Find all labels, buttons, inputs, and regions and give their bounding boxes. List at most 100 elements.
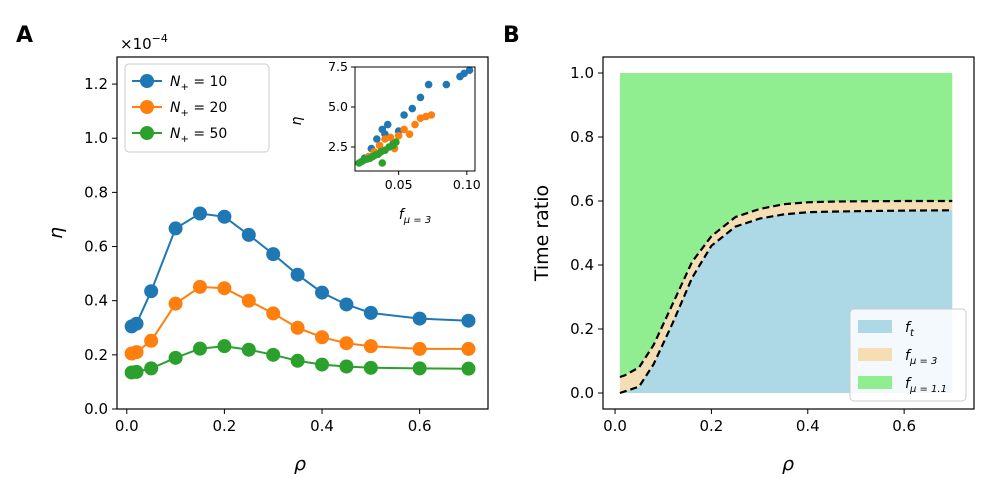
data-point <box>129 364 144 379</box>
data-point <box>168 296 183 311</box>
legend-label-main: f <box>905 376 912 392</box>
inset-frame <box>354 66 476 172</box>
legend-label-rest: = 20 <box>189 100 227 116</box>
panel-label-b: B <box>503 23 520 48</box>
inset-point <box>411 120 419 129</box>
inset-point <box>442 80 451 89</box>
inset-point <box>416 93 425 102</box>
chart-a-plot-area <box>124 206 476 380</box>
data-point <box>129 316 144 331</box>
legend-label: N+ = 50 <box>170 126 227 145</box>
y-tick-label: 0.6 <box>570 192 594 210</box>
inset-point <box>386 133 395 142</box>
x-tick-label: 0.4 <box>310 417 334 435</box>
chart-b-ylabel: Time ratio <box>531 185 553 282</box>
data-point <box>461 341 476 356</box>
legend-label: fμ = 1.1 <box>905 376 947 395</box>
y-tick-label: 0.2 <box>84 346 108 364</box>
x-tick-label: 0.0 <box>115 417 139 435</box>
legend-label-main: N <box>170 126 181 142</box>
data-point <box>290 353 305 368</box>
data-point <box>290 320 305 335</box>
y-tick-label: 1.0 <box>84 129 108 147</box>
legend-marker <box>140 100 154 114</box>
legend-swatch <box>858 320 892 333</box>
legend-marker <box>140 126 154 140</box>
y-tick-label: 0.4 <box>570 256 594 274</box>
legend-label: ft <box>905 320 915 339</box>
data-point <box>241 342 256 357</box>
data-point <box>144 284 159 299</box>
data-point <box>241 227 256 242</box>
inset-y-ticks: 2.5 5.0 7.5 <box>328 59 355 154</box>
inset-point <box>427 111 436 119</box>
inset-point <box>400 111 408 119</box>
area-f-mu-1-1 <box>619 73 953 377</box>
inset-point <box>400 125 408 134</box>
inset-x-tick-label: 0.05 <box>385 177 413 192</box>
data-point <box>217 339 232 354</box>
data-point <box>266 247 281 262</box>
data-point <box>315 330 330 345</box>
inset-point <box>383 120 392 129</box>
data-point <box>339 297 354 312</box>
x-tick-label: 0.0 <box>603 417 627 435</box>
legend-label: fμ = 3 <box>905 348 937 367</box>
legend-label-sub: + <box>180 134 188 145</box>
y-tick-label: 0.2 <box>570 320 594 338</box>
legend-label-sub: t <box>910 328 915 339</box>
inset-x-tick-label: 0.10 <box>453 177 481 192</box>
chart-a-inset: 0.05 0.10 2.5 5.0 7.5 η fμ = 3 <box>289 59 481 226</box>
data-point <box>129 345 144 360</box>
inset-y-tick-label: 7.5 <box>328 59 348 74</box>
y-tick-label: 0.8 <box>570 128 594 146</box>
data-point <box>461 361 476 376</box>
data-point <box>266 306 281 321</box>
chart-a-x-ticks: 0.0 0.2 0.4 0.6 <box>115 409 432 435</box>
y-tick-label: 0.6 <box>84 238 108 256</box>
chart-a-xlabel: ρ <box>294 453 306 475</box>
legend-label-rest: = 50 <box>189 126 227 142</box>
inset-point <box>373 135 381 143</box>
legend-label-main: f <box>905 320 912 336</box>
data-point <box>144 333 159 348</box>
legend-swatch <box>858 348 892 361</box>
inset-point <box>465 66 474 74</box>
data-point <box>315 357 330 372</box>
data-point <box>412 341 427 356</box>
data-point <box>144 361 159 376</box>
legend-label-main: f <box>905 348 912 364</box>
legend-label-main: N <box>170 74 181 90</box>
inset-point <box>408 104 417 113</box>
data-point <box>192 341 207 356</box>
legend-label: N+ = 20 <box>170 100 227 119</box>
upper-boundary-dashed <box>619 199 953 379</box>
y-tick-label: 0.0 <box>570 384 594 402</box>
chart-b-frame <box>602 56 975 410</box>
y-tick-label: 0.8 <box>84 183 108 201</box>
data-point <box>363 360 378 375</box>
chart-a-legend: N+ = 10N+ = 20N+ = 50 <box>124 63 270 153</box>
data-point <box>168 221 183 236</box>
legend-label-sub: μ = 1.1 <box>909 384 947 395</box>
data-point <box>290 267 305 282</box>
y-tick-label: 1.2 <box>84 75 108 93</box>
chart-a-ylabel: η <box>45 227 67 239</box>
inset-xlabel: fμ = 3 <box>399 207 431 226</box>
data-point <box>363 339 378 354</box>
chart-b: 0.0 0.2 0.4 0.6 0.0 0.2 0.4 0.6 0.8 1.0 ρ Time r… <box>531 56 975 475</box>
inset-ylabel: η <box>289 116 305 125</box>
inset-point <box>392 138 400 146</box>
y-tick-label: 1.0 <box>570 64 594 82</box>
chart-b-y-ticks: 0.0 0.2 0.4 0.6 0.8 1.0 <box>570 64 603 402</box>
legend-label-rest: = 10 <box>189 74 227 90</box>
data-point <box>315 285 330 300</box>
x-tick-label: 0.4 <box>796 417 820 435</box>
legend-label-main: N <box>170 100 181 116</box>
data-point <box>412 311 427 326</box>
legend-label: N+ = 10 <box>170 74 227 93</box>
legend-marker <box>140 74 154 88</box>
inset-y-tick-label: 2.5 <box>328 139 348 154</box>
inset-y-tick-label: 5.0 <box>328 99 348 114</box>
